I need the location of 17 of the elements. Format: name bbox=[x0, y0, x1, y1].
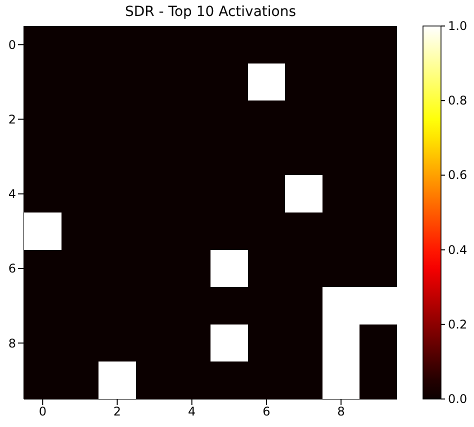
color-bar-label: 0.8 bbox=[448, 94, 468, 108]
y-tick-label: 6 bbox=[8, 262, 16, 276]
x-tick-label: 6 bbox=[262, 404, 270, 419]
y-tick-label: 2 bbox=[8, 112, 16, 127]
x-tick-label: 0 bbox=[38, 404, 46, 419]
y-tick-label: 8 bbox=[8, 336, 16, 350]
color-bar-label: 0.2 bbox=[448, 317, 468, 332]
x-tick-label: 4 bbox=[188, 404, 196, 419]
x-tick-label: 2 bbox=[113, 404, 122, 419]
x-tick-label: 8 bbox=[337, 404, 345, 419]
color-bar-label: 0.4 bbox=[448, 242, 468, 257]
color-bar-label: 0.6 bbox=[448, 168, 468, 182]
y-tick-label: 4 bbox=[8, 187, 16, 202]
color-bar-label: 1.0 bbox=[448, 19, 468, 33]
y-tick-label: 0 bbox=[8, 38, 16, 52]
chart-title: SDR - Top 10 Activations bbox=[124, 4, 298, 20]
color-bar-label: 0.0 bbox=[448, 392, 468, 406]
